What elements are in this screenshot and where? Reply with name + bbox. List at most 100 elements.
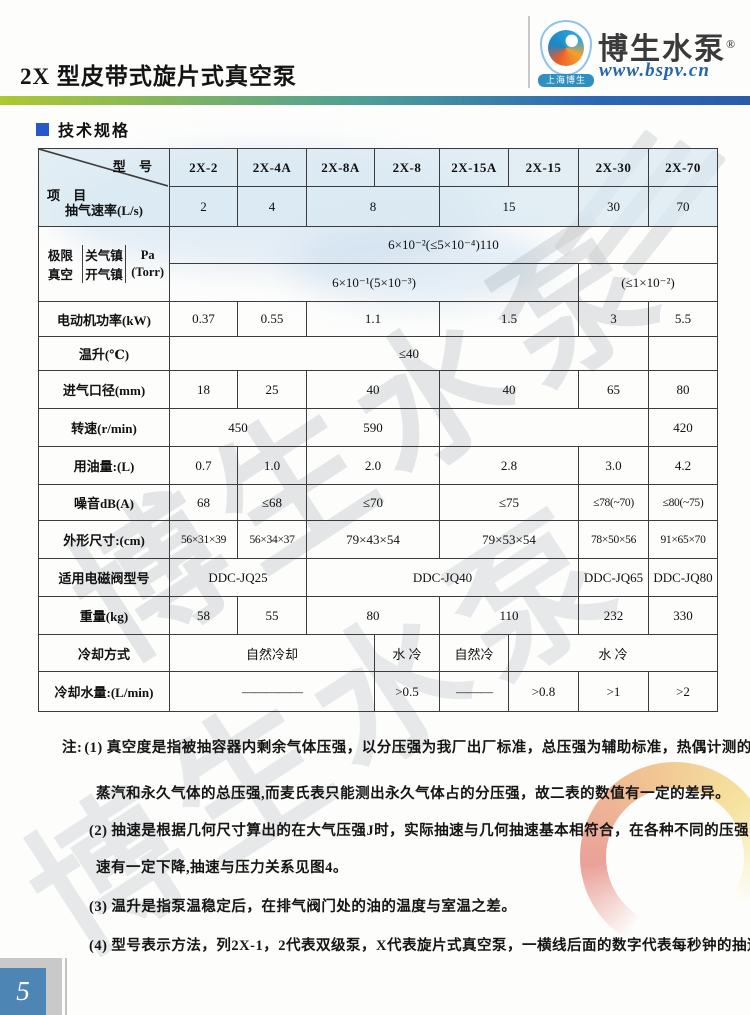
spec-cell: 55 — [237, 596, 307, 635]
section-bullet-icon — [36, 122, 49, 136]
spec-cell: 420 — [648, 408, 718, 447]
spec-cell: ≤75 — [439, 484, 579, 521]
spec-cell: 78×50×56 — [578, 520, 649, 559]
spec-cell: 水 冷 — [374, 634, 440, 672]
unit-torr-label: (Torr) — [131, 265, 165, 280]
spec-cell — [648, 336, 718, 371]
emblem-caption: 上海博生 — [538, 74, 594, 87]
table-row-rpm: 转速(r/min) 450 590 420 — [38, 408, 718, 447]
spec-cell: 8 — [306, 186, 440, 227]
spec-cell: 56×31×39 — [169, 520, 238, 559]
table-row-cooling: 冷却方式 自然冷却 水 冷 自然冷 水 冷 — [38, 634, 718, 672]
note-number: (3) — [89, 899, 108, 915]
brand-url: www.bspv.cn — [599, 60, 710, 81]
model-header: 2X-15 — [508, 148, 579, 187]
spec-cell: 4 — [237, 186, 307, 227]
brand-emblem-icon — [540, 20, 592, 76]
note-line: (2) 抽速是根据几何尺寸算出的在大气压强J时，实际抽速与几何抽速基本相符合，在各… — [89, 823, 750, 839]
row-label-weight: 重量(kg) — [38, 596, 170, 635]
spec-cell: >0.8 — [508, 671, 579, 712]
brand-swirl-icon — [548, 30, 584, 66]
table-row-models: 型 号 项 目 抽气速率(L/s) 2X-2 2X-4A 2X-8A 2X-8 … — [38, 148, 718, 227]
spec-cell: 6×10⁻²(≤5×10⁻⁴)110 — [169, 226, 718, 264]
spec-cell: (≤1×10⁻²) — [578, 263, 718, 302]
section-title: 技术规格 — [58, 123, 131, 140]
table-row-weight: 重量(kg) 58 55 80 110 232 330 — [38, 596, 718, 635]
table-row-vacuum-pa: 极限 真空 关气镇 开气镇 Pa (Torr) — [38, 226, 718, 302]
row-label-noise: 噪音dB(A) — [38, 484, 170, 521]
footer-divider — [65, 958, 67, 1015]
model-header: 2X-15A — [439, 148, 509, 187]
spec-cell: 自然冷却 — [169, 634, 375, 672]
vacuum-label-line: 极限 — [47, 249, 73, 263]
table-row-power: 电动机功率(kW) 0.37 0.55 1.1 1.5 3 5.5 — [38, 301, 718, 337]
note-line: 速有一定下降,抽速与压力关系见图4。 — [96, 860, 348, 876]
note-line: (3) 温升是指泵温稳定后，在排气阀门处的油的温度与室温之差。 — [89, 899, 517, 915]
note-line: (4) 型号表示方法，列2X-1，2代表双级泵，X代表旋片式真空泵，一横线后面的数… — [89, 938, 750, 954]
spec-cell — [439, 408, 649, 447]
note-number: (1) — [84, 740, 103, 756]
spec-cell: 110 — [439, 596, 579, 635]
row-label-valve: 适用电磁阀型号 — [38, 558, 170, 597]
spec-cell: 80 — [648, 370, 718, 409]
spec-cell: 30 — [578, 186, 649, 227]
spec-cell: >0.5 — [374, 671, 440, 712]
gas-ballast-open-label: 开气镇 — [85, 268, 123, 282]
row-label-temp-rise: 温升(℃) — [38, 336, 170, 371]
spec-cell: 232 — [578, 596, 649, 635]
spec-cell: 58 — [169, 596, 238, 635]
spec-cell: 自然冷 — [439, 634, 509, 672]
model-header: 2X-8 — [374, 148, 440, 187]
spec-cell: ――― — [439, 671, 509, 712]
row-label-dims: 外形尺寸:(cm) — [38, 520, 170, 559]
spec-cell: 70 — [648, 186, 718, 227]
spec-cell: ≤78(~70) — [578, 484, 649, 521]
table-row-speed: 2 4 8 15 30 70 — [39, 186, 718, 227]
spec-cell: 450 — [169, 408, 307, 447]
spec-cell: DDC-JQ40 — [306, 558, 579, 597]
note-line: 注: (1) 真空度是指被抽容器内剩余气体压强，以分压强为我厂出厂标准，总压强为辅助… — [62, 740, 750, 756]
spec-cell: >2 — [648, 671, 718, 712]
corner-item-label: 项 目 — [47, 188, 92, 203]
spec-cell: 0.55 — [237, 301, 307, 337]
spec-cell: 40 — [306, 370, 440, 409]
page-number-box: 5 — [0, 968, 46, 1015]
spec-cell: 0.7 — [169, 446, 238, 485]
row-label-inlet: 进气口径(mm) — [38, 370, 170, 409]
table-row-vacuum-torr: 6×10⁻¹(5×10⁻³) (≤1×10⁻²) — [39, 263, 718, 302]
swirl-decor — [580, 762, 750, 952]
model-header: 2X-30 — [578, 148, 649, 187]
spec-cell: 2.0 — [306, 446, 440, 485]
spec-cell: 80 — [306, 596, 440, 635]
model-header: 2X-8A — [306, 148, 375, 187]
spec-cell: 6×10⁻¹(5×10⁻³) — [169, 263, 579, 302]
spec-cell: ――――― — [169, 671, 375, 712]
spec-cell: >1 — [578, 671, 649, 712]
header-gradient-bar — [0, 96, 750, 105]
vacuum-label-line: 真空 — [47, 268, 73, 282]
spec-cell: 91×65×70 — [648, 520, 718, 559]
spec-cell: ≤80(~75) — [648, 484, 718, 521]
row-label-speed: 抽气速率(L/s) — [64, 203, 143, 218]
model-header: 2X-4A — [237, 148, 307, 187]
registered-mark: ® — [726, 37, 737, 51]
section-heading: 技术规格 — [36, 117, 130, 141]
spec-cell: 40 — [439, 370, 579, 409]
table-row-inlet: 进气口径(mm) 18 25 40 40 65 80 — [38, 370, 718, 409]
table-row-dims: 外形尺寸:(cm) 56×31×39 56×34×37 79×43×54 79×… — [38, 520, 718, 559]
note-number: (4) — [89, 938, 108, 954]
table-row-temp-rise: 温升(℃) ≤40 — [38, 336, 718, 371]
spec-cell: ≤70 — [306, 484, 440, 521]
spec-cell: DDC-JQ80 — [648, 558, 718, 597]
row-label-cooling: 冷却方式 — [38, 634, 170, 672]
row-label-cooling-water: 冷却水量:(L/min) — [38, 671, 170, 712]
diagonal-line — [39, 149, 168, 187]
specs-table: 型 号 项 目 抽气速率(L/s) 2X-2 2X-4A 2X-8A 2X-8 … — [38, 148, 718, 712]
row-label-power: 电动机功率(kW) — [38, 301, 170, 337]
spec-cell: 79×53×54 — [439, 520, 579, 559]
unit-pa-label: Pa — [140, 247, 155, 262]
spec-cell: 1.1 — [306, 301, 440, 337]
spec-cell: 590 — [306, 408, 440, 447]
